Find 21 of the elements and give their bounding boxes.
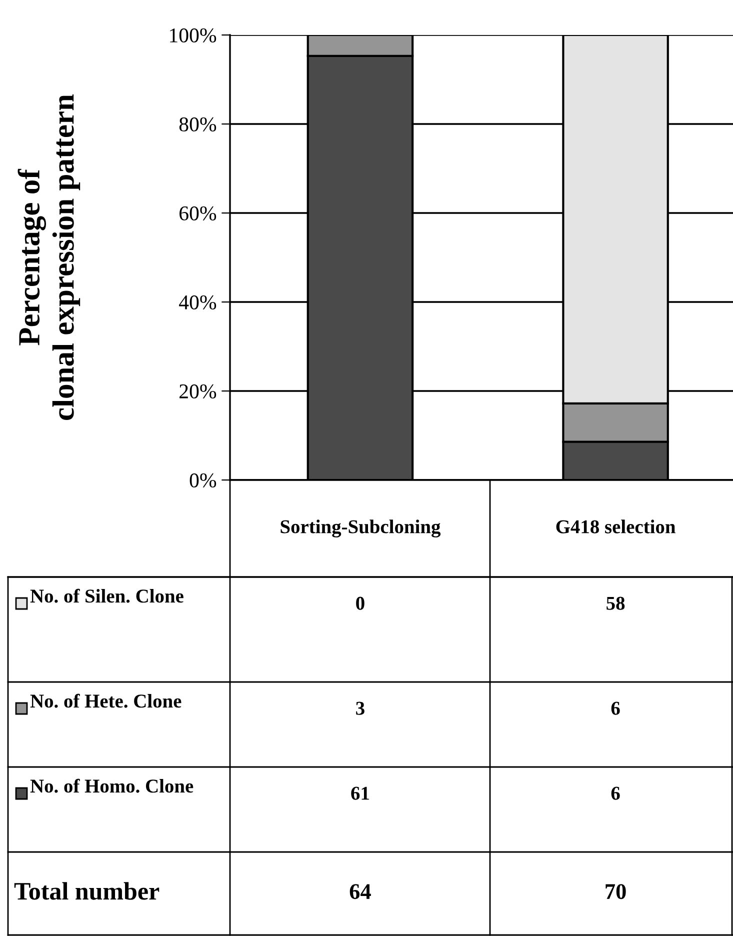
text: Total number xyxy=(14,882,160,900)
y-tick-label: 0% xyxy=(190,473,216,488)
legend-label: No. of Homo. Clone xyxy=(30,778,194,793)
y-tick-label: 80% xyxy=(179,117,216,132)
text: 64 xyxy=(350,884,371,900)
text: 58 xyxy=(606,596,625,610)
legend-label: No. of Hete. Clone xyxy=(30,694,182,708)
text: 0 xyxy=(356,596,364,610)
text: 6 xyxy=(611,702,620,715)
text: 70 xyxy=(606,884,626,900)
text: 6 xyxy=(611,786,620,800)
y-tick-label: 20% xyxy=(180,384,216,398)
y-tick-label: 60% xyxy=(180,206,216,220)
x-tick-label: G418 selection xyxy=(556,520,676,534)
legend-label: No. of Silen. Clone xyxy=(30,588,184,603)
text: 61 xyxy=(351,786,369,800)
y-tick-label: 100% xyxy=(170,28,216,42)
x-tick-label: Sorting-Subcloning xyxy=(280,520,441,538)
y-tick-label: 40% xyxy=(179,295,216,310)
y-axis-title: Percentage of clonal expression pattern xyxy=(18,94,80,420)
text: 3 xyxy=(356,702,364,715)
